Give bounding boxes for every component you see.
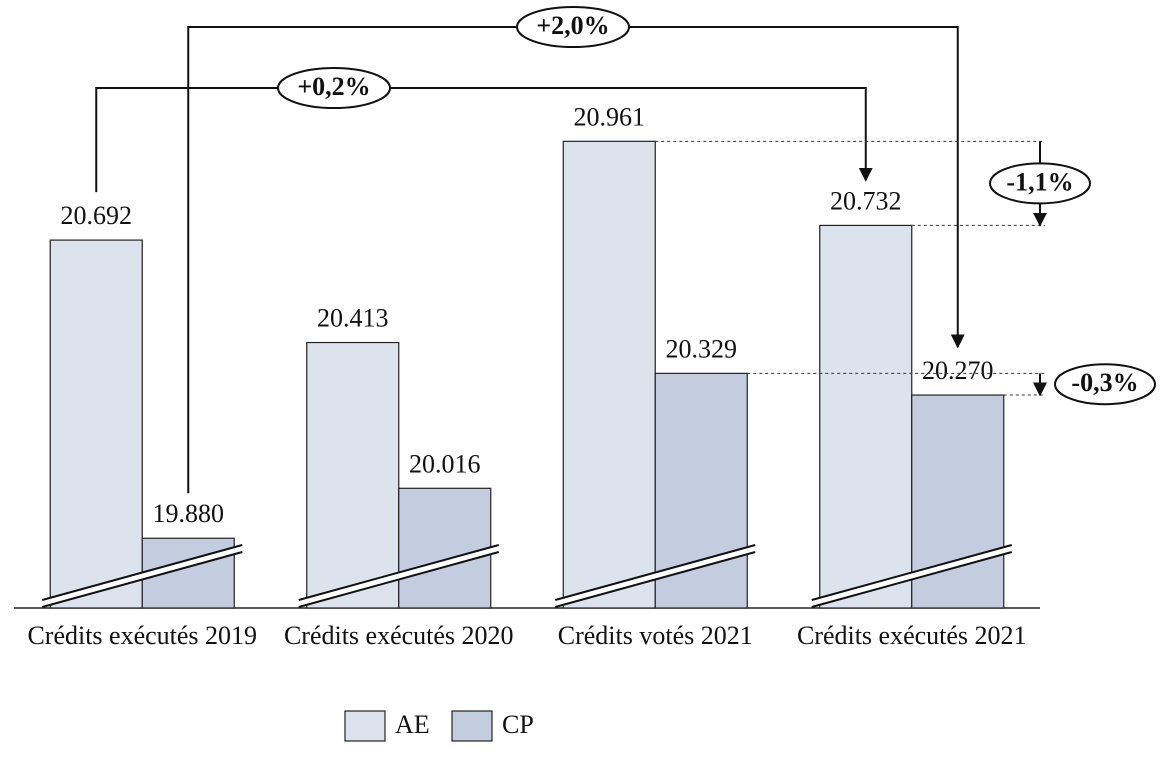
annotation: -1,1% [1006,167,1073,196]
x-tick-label: Crédits exécutés 2020 [283,621,514,650]
x-tick-label: Crédits exécutés 2019 [27,621,258,650]
bar [398,487,492,609]
axis-break-line [298,551,500,608]
legend-swatch [344,710,386,742]
axis-break-line [811,551,1013,608]
annotation-arrow [95,87,873,193]
axis-break [298,545,499,607]
legend-label: CP [502,710,534,739]
annotation: +0,2% [297,72,370,101]
value-label: 19.880 [153,499,225,528]
bar [819,224,913,609]
value-label: 20.413 [317,304,389,333]
axis-break [555,545,756,607]
annotation-bubble [277,67,391,109]
annotation: -0,3% [1071,368,1138,397]
legend-label: AE [395,710,430,739]
annotation-bubble [989,162,1091,205]
axis-break-line [41,544,243,601]
value-label: 20.732 [830,186,902,215]
bar [562,140,656,609]
axis-break-line [554,551,756,608]
axis-break [811,545,1012,607]
value-label: 20.016 [409,449,481,478]
axis-break-line [298,544,500,601]
bar [306,341,400,609]
x-tick-label: Crédits exécutés 2021 [796,621,1027,650]
axis-break-line [554,544,756,601]
value-label: 20.270 [922,356,994,385]
value-label: 20.961 [574,102,646,131]
annotation-bubble [516,6,630,48]
legend-swatch [451,710,493,742]
axis-break-line [41,551,243,608]
value-label: 20.329 [666,334,738,363]
axis-break [42,545,243,607]
value-label: 20.692 [61,201,133,230]
bar [49,239,143,609]
x-tick-label: Crédits votés 2021 [557,621,753,650]
annotation-bubble [1054,363,1156,406]
annotation: +2,0% [536,11,609,40]
axis-break-line [811,544,1013,601]
